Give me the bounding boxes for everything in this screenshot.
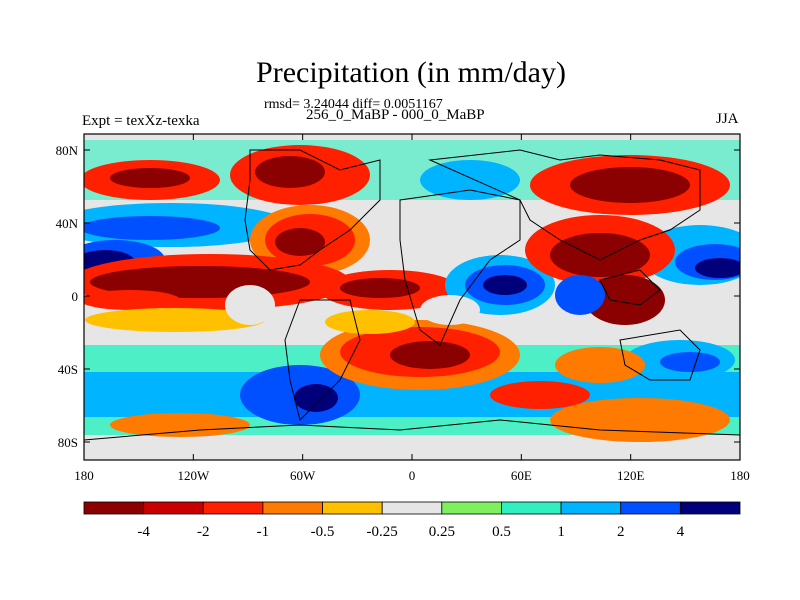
x-tick-label: 180 [74, 468, 94, 483]
difference-label: 256_0_MaBP - 000_0_MaBP [306, 107, 485, 123]
map-title: Precipitation (in mm/day) [256, 56, 566, 89]
colorbar-swatch [143, 501, 204, 515]
colorbar-label: 2 [617, 524, 625, 540]
colorbar-swatch [262, 501, 323, 515]
colorbar-swatch [560, 501, 622, 515]
x-tick-label: 120W [177, 468, 210, 483]
colorbar-swatch [381, 501, 443, 515]
colorbar-label: -0.5 [311, 524, 335, 540]
y-tick-label: 80S [58, 435, 78, 450]
x-tick-label: 120E [617, 468, 645, 483]
colorbar: -4 -2 -1 -0.5 -0.25 0.25 0.5 1 2 4 [83, 501, 741, 540]
colorbar-label: -1 [257, 524, 270, 540]
experiment-label: Expt = texXz-texka [82, 113, 200, 129]
colorbar-swatch [202, 501, 264, 515]
y-tick-label: 40S [58, 362, 78, 377]
precip-field [84, 134, 740, 460]
colorbar-swatch [83, 501, 145, 515]
colorbar-label: 1 [557, 524, 565, 540]
y-tick-label: 40N [56, 216, 79, 231]
x-axis-ticks: 180 120W 60W 0 60E 120E 180 [74, 134, 750, 483]
colorbar-label: -0.25 [367, 524, 398, 540]
colorbar-label: 4 [677, 524, 685, 540]
colorbar-swatch [501, 501, 562, 515]
x-tick-label: 0 [409, 468, 416, 483]
colorbar-label: 0.25 [429, 524, 455, 540]
y-tick-label: 0 [72, 289, 79, 304]
y-tick-label: 80N [56, 143, 79, 158]
season-label: JJA [716, 111, 739, 127]
y-axis-ticks: 80N 40N 0 40S 80S [56, 143, 740, 450]
x-tick-label: 60E [511, 468, 532, 483]
colorbar-swatch [620, 501, 681, 515]
colorbar-label: -2 [197, 524, 210, 540]
colorbar-label: -4 [137, 524, 150, 540]
coastlines [84, 149, 740, 441]
stats-label: rmsd= 3.24044 diff= 0.0051167 [264, 97, 443, 112]
colorbar-swatch [322, 501, 383, 515]
colorbar-swatch [441, 501, 502, 515]
x-tick-label: 60W [290, 468, 316, 483]
colorbar-swatch [679, 501, 741, 515]
colorbar-label: 0.5 [492, 524, 511, 540]
x-tick-label: 180 [730, 468, 750, 483]
